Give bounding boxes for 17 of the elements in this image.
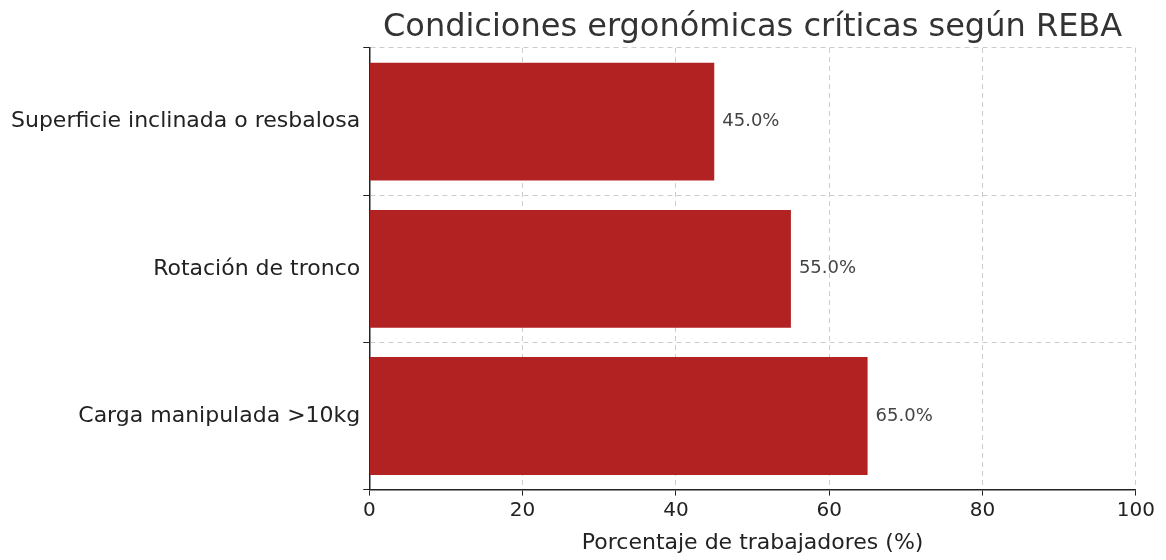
x-tick-label: 60 [816, 496, 842, 521]
bar [369, 62, 715, 181]
bar [369, 209, 791, 328]
y-tick-label: Superficie inclinada o resbalosa [11, 107, 361, 133]
bar [369, 357, 868, 475]
y-tick-label: Carga manipulada >10kg [78, 401, 361, 427]
data-label: 55.0% [798, 256, 857, 278]
x-tick-label: 0 [362, 496, 376, 521]
x-tick-label: 20 [509, 496, 536, 521]
data-label: 45.0% [722, 109, 780, 131]
x-tick-label: 40 [663, 496, 689, 521]
x-tick-label: 100 [1116, 496, 1156, 521]
x-tick-label: 80 [969, 496, 996, 521]
data-label: 65.0% [875, 403, 933, 425]
x-axis-title: Porcentaje de trabajadores (%) [581, 528, 924, 554]
chart-title: Condiciones ergonómicas críticas según REBA [382, 6, 1123, 45]
y-tick-label: Rotación de tronco [153, 254, 361, 280]
